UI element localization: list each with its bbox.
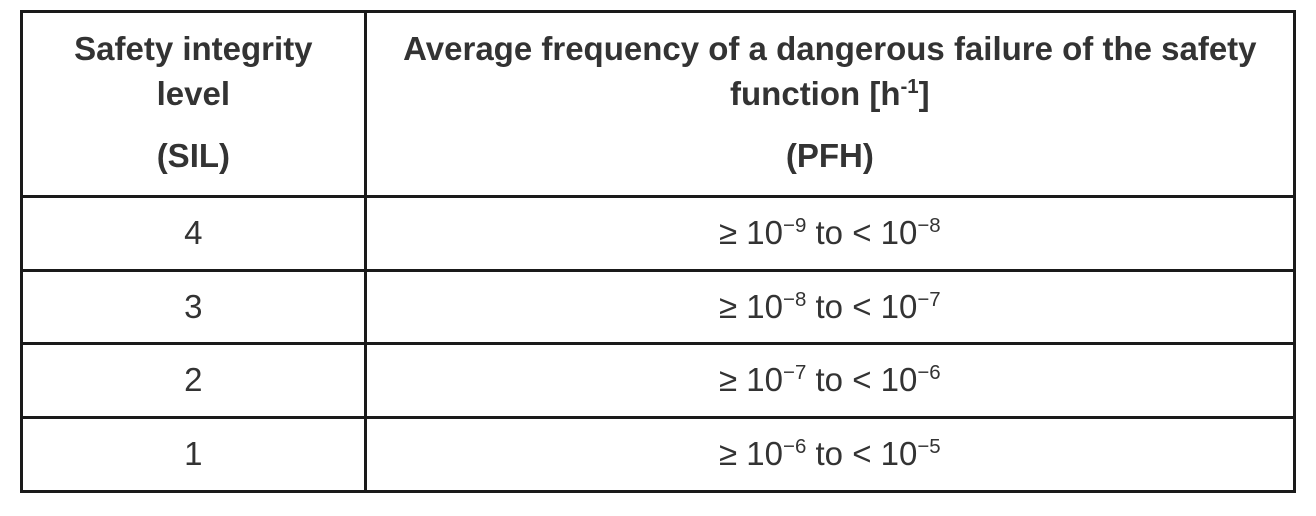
col-header-sil-line2: (SIL) bbox=[43, 134, 344, 179]
table-row: 2≥ 10−7 to < 10−6 bbox=[22, 344, 1295, 418]
table-row: 4≥ 10−9 to < 10−8 bbox=[22, 196, 1295, 270]
cell-pfh: ≥ 10−7 to < 10−6 bbox=[365, 344, 1294, 418]
col-header-pfh: Average frequency of a dangerous failure… bbox=[365, 12, 1294, 197]
cell-sil: 4 bbox=[22, 196, 366, 270]
cell-pfh: ≥ 10−9 to < 10−8 bbox=[365, 196, 1294, 270]
cell-pfh: ≥ 10−8 to < 10−7 bbox=[365, 270, 1294, 344]
cell-sil: 1 bbox=[22, 418, 366, 492]
sil-pfh-table: Safety integrity level (SIL) Average fre… bbox=[20, 10, 1296, 493]
table-row: 3≥ 10−8 to < 10−7 bbox=[22, 270, 1295, 344]
cell-pfh: ≥ 10−6 to < 10−5 bbox=[365, 418, 1294, 492]
cell-sil: 3 bbox=[22, 270, 366, 344]
col-header-pfh-line2: (PFH) bbox=[387, 134, 1273, 179]
cell-sil: 2 bbox=[22, 344, 366, 418]
table-row: 1≥ 10−6 to < 10−5 bbox=[22, 418, 1295, 492]
col-header-pfh-line1: Average frequency of a dangerous failure… bbox=[387, 27, 1273, 116]
col-header-sil: Safety integrity level (SIL) bbox=[22, 12, 366, 197]
table-header-row: Safety integrity level (SIL) Average fre… bbox=[22, 12, 1295, 197]
table-body: 4≥ 10−9 to < 10−83≥ 10−8 to < 10−72≥ 10−… bbox=[22, 196, 1295, 492]
col-header-sil-line1: Safety integrity level bbox=[43, 27, 344, 116]
